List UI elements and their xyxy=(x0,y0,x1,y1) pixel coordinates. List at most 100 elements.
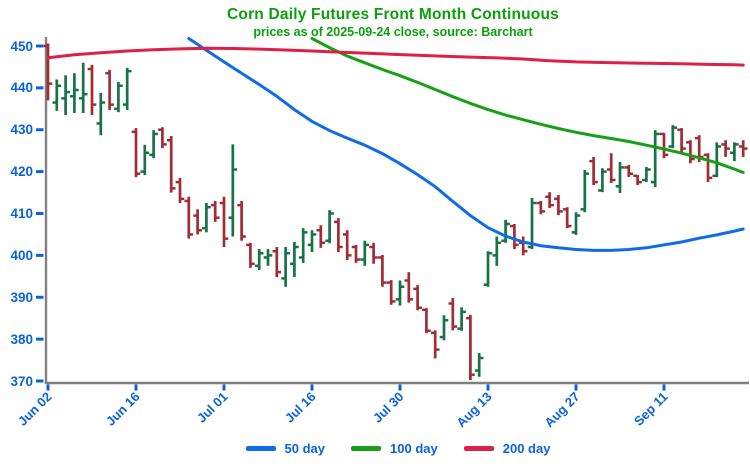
ohlc-bar xyxy=(422,308,431,334)
y-tick-label: 390 xyxy=(10,289,33,305)
ohlc-bar xyxy=(448,298,458,331)
ohlc-bar xyxy=(562,207,572,229)
ohlc-bar xyxy=(307,230,317,253)
legend-item: 200 day xyxy=(463,441,551,456)
legend-label: 200 day xyxy=(502,441,551,456)
legend: 50 day 100 day 200 day xyxy=(46,441,750,456)
legend-item: 50 day xyxy=(245,441,326,456)
ohlc-bar xyxy=(131,128,141,178)
ohlc-bar xyxy=(105,69,114,111)
ohlc-bar xyxy=(554,195,563,216)
ohlc-bar xyxy=(404,272,414,303)
y-tick-label: 430 xyxy=(10,122,33,138)
ohlc-bar xyxy=(474,352,484,377)
ohlc-bar xyxy=(483,251,493,287)
ohlc-bar xyxy=(254,249,264,271)
ohlc-bar xyxy=(290,241,299,278)
ohlc-bar xyxy=(158,127,167,149)
ohlc-bar xyxy=(386,280,396,305)
legend-label: 100 day xyxy=(390,441,438,456)
ohlc-bar xyxy=(721,140,730,157)
ohlc-bar xyxy=(571,212,581,235)
ohlc-bar xyxy=(439,315,449,341)
ohlc-bar xyxy=(246,242,255,268)
legend-item: 100 day xyxy=(351,441,438,456)
ohlc-bar xyxy=(633,174,642,186)
ohlc-bar xyxy=(615,161,625,193)
ohlc-bar xyxy=(263,249,273,266)
ohlc-bar xyxy=(342,230,352,260)
ohlc-bar xyxy=(140,144,150,175)
chart-subtitle: prices as of 2025-09-24 close, source: B… xyxy=(253,25,533,39)
ohlc-bar xyxy=(457,307,466,331)
ohlc-bar xyxy=(193,209,202,235)
ohlc-bar xyxy=(413,285,422,311)
ohlc-bar xyxy=(395,280,405,306)
ohlc-bar xyxy=(281,247,290,287)
ohlc-bar xyxy=(61,75,70,116)
ohlc-bar xyxy=(325,210,334,244)
ohlc-bar xyxy=(668,125,678,149)
ohlc-bar xyxy=(122,67,132,111)
ma-200-day-line xyxy=(46,46,745,67)
ohlc-bar xyxy=(527,198,537,250)
ohlc-bar xyxy=(580,169,590,213)
ohlc-bar xyxy=(659,132,669,159)
ohlc-bar xyxy=(237,200,246,241)
ohlc-bar xyxy=(598,168,607,193)
ohlc-bar xyxy=(202,203,211,233)
ohlc-bar xyxy=(730,142,739,162)
ohlc-bar xyxy=(78,62,88,113)
ohlc-bar xyxy=(351,244,361,263)
ohlc-bar xyxy=(518,236,528,256)
ohlc-bar xyxy=(712,142,722,178)
y-tick-label: 410 xyxy=(10,206,33,221)
ohlc-bar xyxy=(589,156,598,186)
legend-line-swatch xyxy=(463,446,494,451)
ohlc-bar xyxy=(228,144,238,237)
ohlc-bar xyxy=(96,92,106,136)
ohlc-bar xyxy=(52,79,62,111)
ohlc-bar xyxy=(272,247,282,278)
ohlc-bar xyxy=(510,223,519,250)
ohlc-bar xyxy=(334,218,343,253)
ohlc-bar xyxy=(430,330,440,359)
legend-label: 50 day xyxy=(284,441,326,456)
ohlc-bar xyxy=(677,128,686,154)
ma-50-day-line xyxy=(187,37,745,252)
ohlc-bar xyxy=(501,219,510,243)
ohlc-bar xyxy=(70,73,79,113)
ohlc-bars xyxy=(43,43,748,381)
ohlc-bar xyxy=(536,200,546,215)
y-tick-label: 380 xyxy=(10,331,33,347)
ohlc-bar xyxy=(378,254,387,287)
ohlc-bar xyxy=(369,242,378,264)
ohlc-bar xyxy=(703,153,713,183)
chart-title: Corn Daily Futures Front Month Continuou… xyxy=(227,6,559,23)
ma-100-day-line xyxy=(310,37,745,174)
ohlc-bar xyxy=(298,228,308,263)
legend-line-swatch xyxy=(351,446,382,451)
legend-line-swatch xyxy=(245,446,276,451)
ohlc-bar xyxy=(650,130,660,188)
y-tick-label: 370 xyxy=(10,373,33,389)
y-tick-label: 400 xyxy=(10,247,33,263)
ohlc-bar xyxy=(43,43,53,101)
y-tick-label: 450 xyxy=(10,38,33,54)
ohlc-bar xyxy=(606,153,616,183)
ohlc-bar xyxy=(686,140,695,164)
ohlc-bar xyxy=(166,136,176,193)
ohlc-bar xyxy=(316,225,326,248)
ohlc-bar xyxy=(149,130,158,159)
ohlc-bar xyxy=(87,64,97,116)
ohlc-bar xyxy=(545,192,554,209)
ohlc-bar xyxy=(624,164,634,178)
ohlc-bar xyxy=(184,196,194,239)
ohlc-bar xyxy=(738,140,748,157)
ohlc-bar xyxy=(219,196,229,247)
ohlc-bar xyxy=(114,82,123,113)
ohlc-bar xyxy=(492,236,502,266)
y-tick-label: 420 xyxy=(10,164,33,180)
